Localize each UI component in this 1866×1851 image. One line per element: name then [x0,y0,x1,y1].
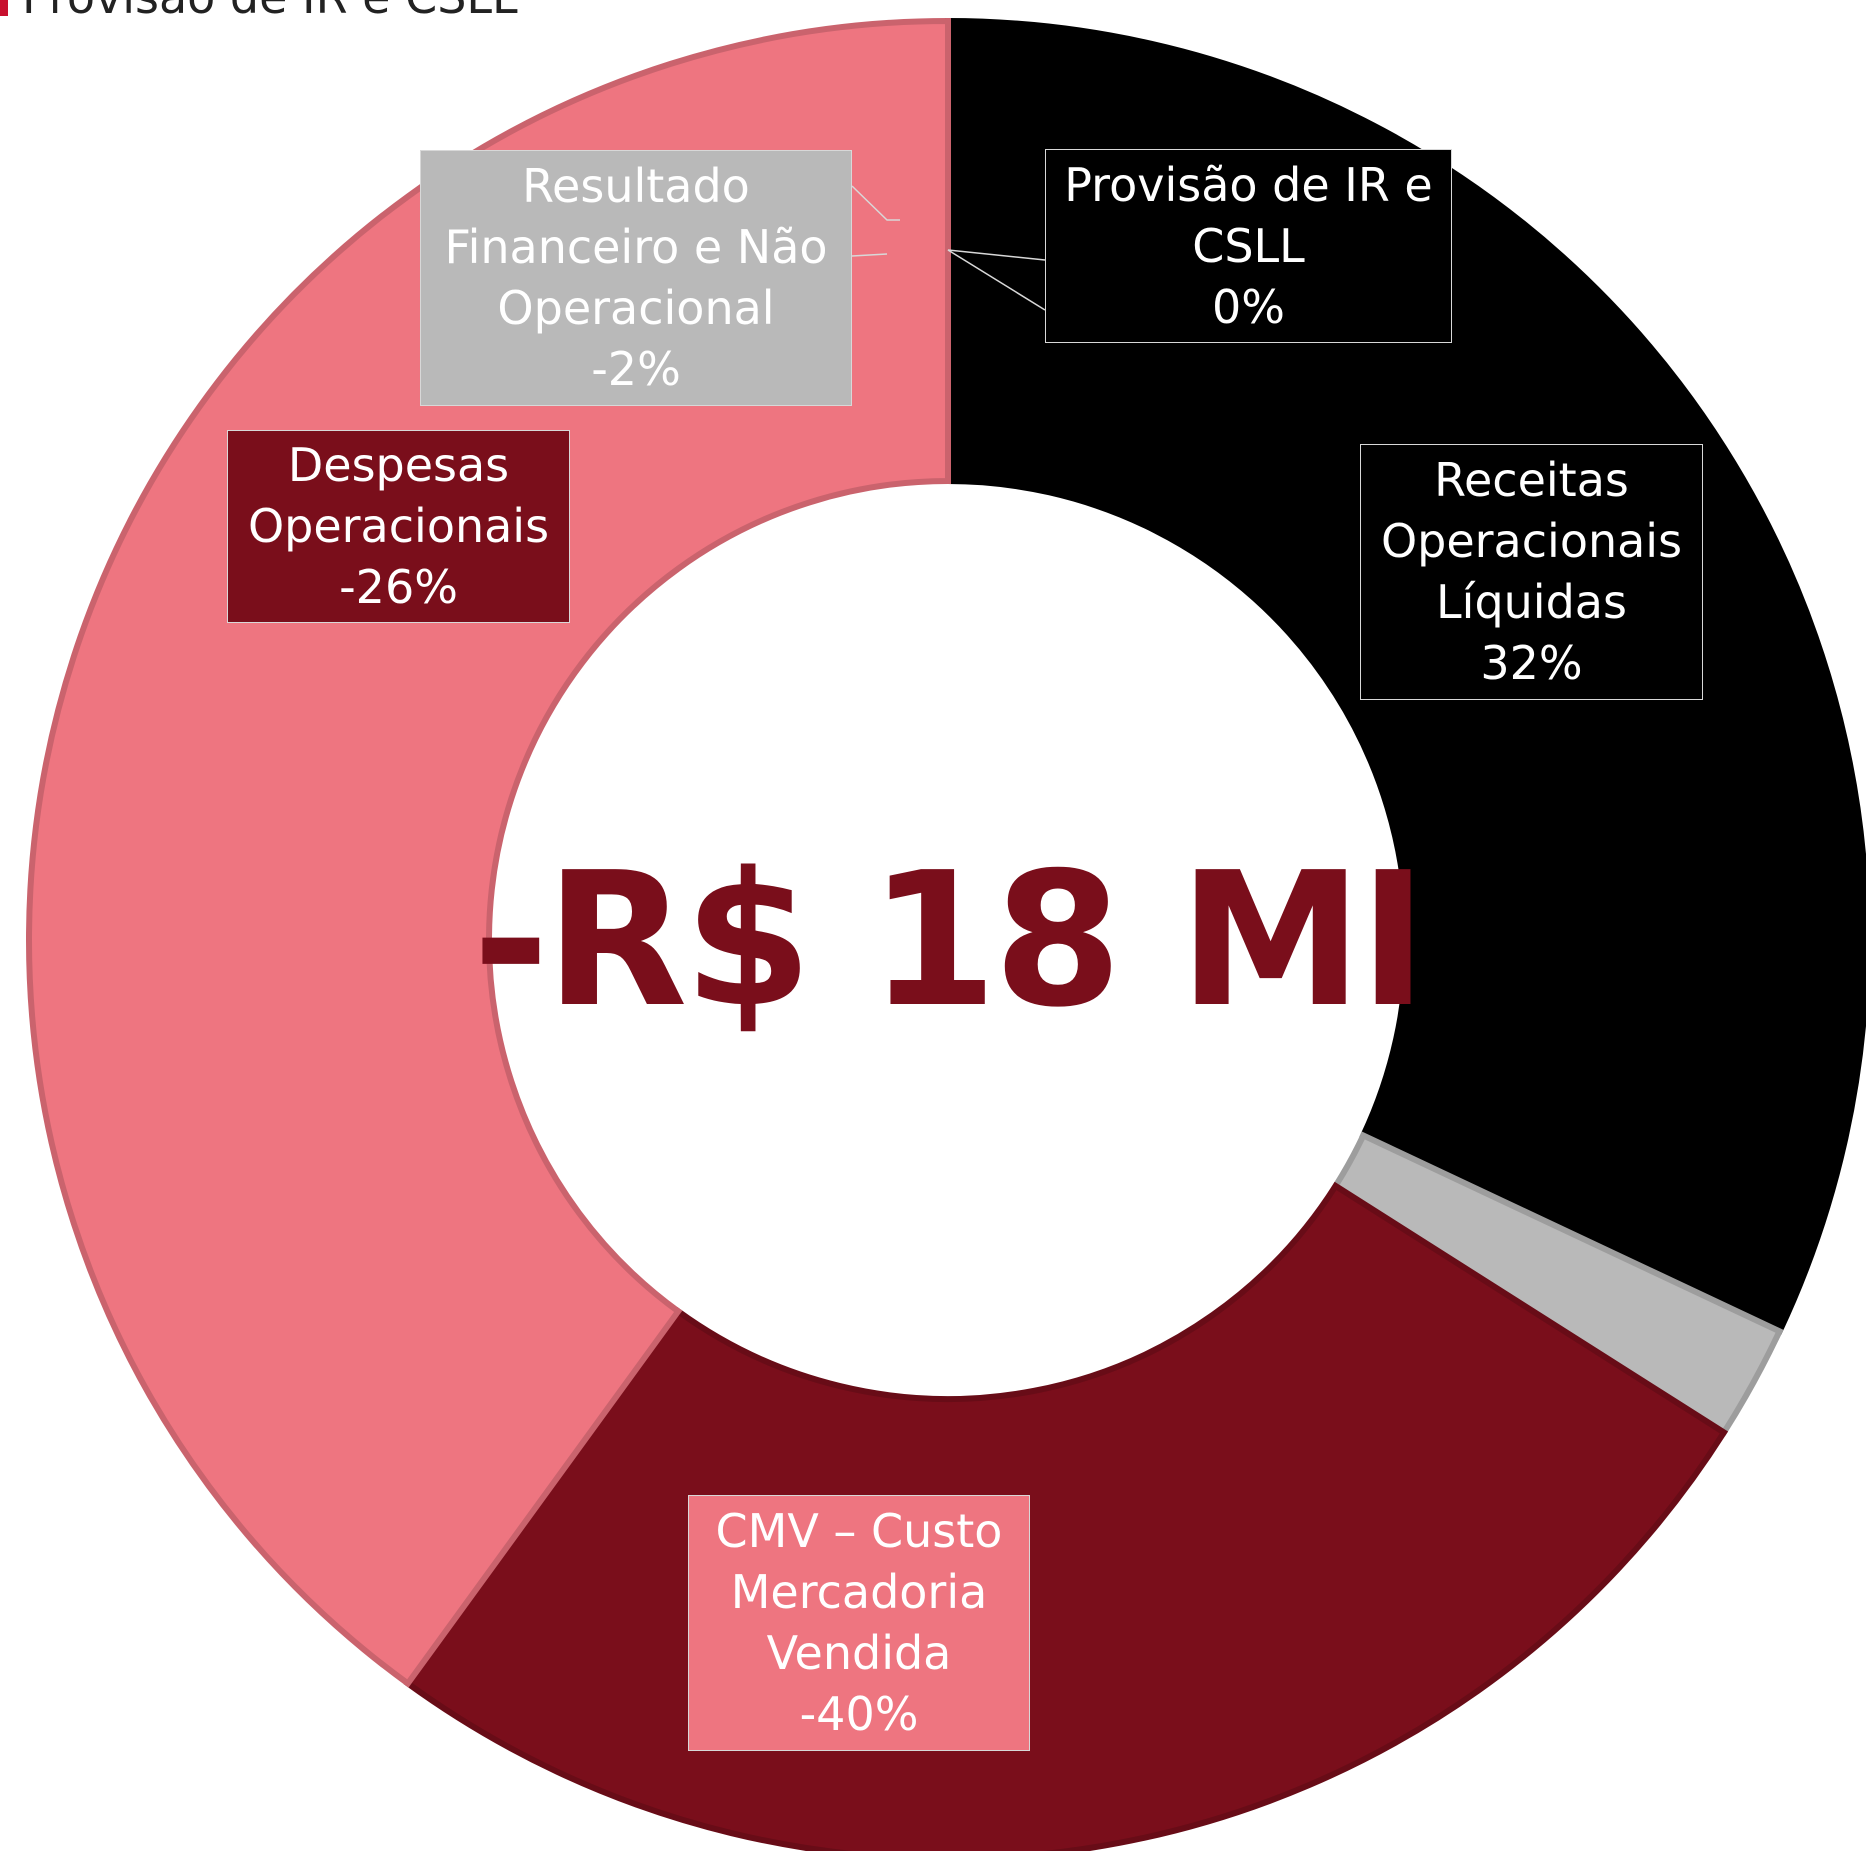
leader-lines [851,185,1046,311]
label-category: Provisão de IR e CSLL [1064,157,1433,273]
label-category: Despesas Operacionais [247,438,550,553]
data-label: CMV – Custo Mercadoria Vendida -40% [688,1495,1030,1751]
label-category: Resultado Financeiro e Não Operacional [444,159,828,335]
label-category: Receitas Operacionais Líquidas [1380,453,1683,629]
label-value: -2% [591,342,681,396]
leader-line [947,249,1046,311]
label-value: 32% [1480,636,1583,690]
legend-marker [0,0,8,16]
data-label: Resultado Financeiro e Não Operacional -2… [420,150,852,406]
data-label: Despesas Operacionais -26% [227,430,570,623]
leader-line [851,185,900,221]
leader-line [851,253,888,257]
label-value: -40% [799,1687,919,1741]
legend: Provisão de IR e CSLL [0,0,518,24]
data-label: Provisão de IR e CSLL 0% [1045,149,1452,343]
label-value: -26% [339,560,458,614]
label-value: 0% [1212,279,1285,334]
data-label: Receitas Operacionais Líquidas 32% [1360,444,1703,700]
legend-label: Provisão de IR e CSLL [22,0,518,24]
label-category: CMV – Custo Mercadoria Vendida [715,1504,1003,1680]
center-label: -R$ 18 MI [472,832,1427,1048]
